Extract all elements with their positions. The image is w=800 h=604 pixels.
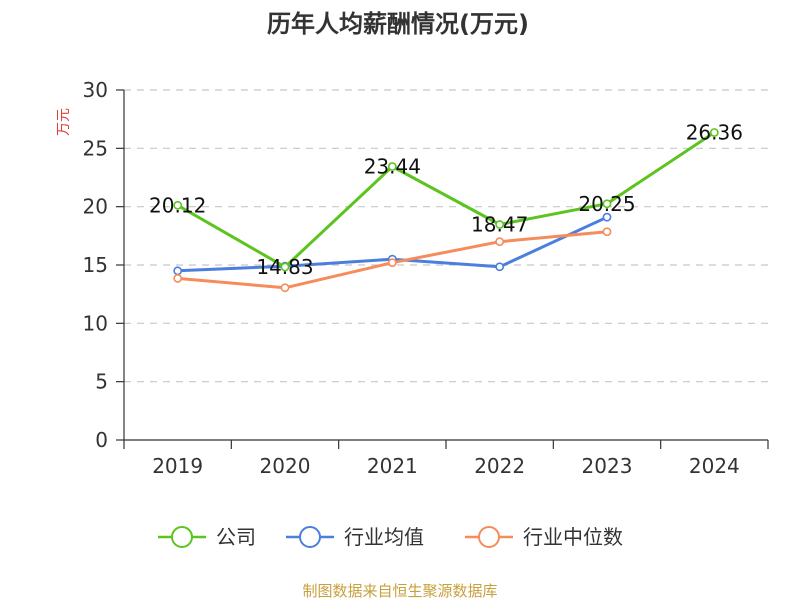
legend-label: 行业中位数 [523, 525, 623, 549]
legend-item-industry-median[interactable]: 行业中位数 [465, 525, 623, 549]
legend-marker [478, 526, 500, 548]
data-point[interactable] [495, 262, 505, 272]
x-tick-label: 2024 [689, 454, 740, 478]
data-label: 14.83 [256, 255, 313, 279]
axes: 0 5 10 15 20 25 30 2019 2020 2021 2022 2023 2024 [83, 78, 769, 478]
x-tick-label: 2022 [474, 454, 525, 478]
source-note: 制图数据来自恒生聚源数据库 [302, 582, 497, 600]
series-group [173, 128, 719, 293]
legend-label: 公司 [216, 525, 256, 549]
data-point[interactable] [173, 266, 183, 276]
x-tick-label: 2021 [367, 454, 418, 478]
y-tick-label: 0 [95, 428, 108, 452]
y-tick-label: 25 [83, 136, 108, 160]
data-point[interactable] [495, 237, 505, 247]
data-point[interactable] [602, 199, 612, 209]
data-point[interactable] [173, 200, 183, 210]
data-label: 20.25 [578, 192, 635, 216]
data-point[interactable] [173, 274, 183, 283]
data-label: 18.47 [471, 213, 528, 237]
y-tick-label: 10 [83, 311, 108, 335]
series-company [173, 128, 719, 272]
data-point[interactable] [280, 283, 290, 293]
data-point[interactable] [602, 227, 612, 237]
series-line [176, 131, 716, 269]
data-point[interactable] [387, 258, 397, 268]
grid-lines [124, 89, 768, 383]
data-point[interactable] [495, 220, 505, 229]
y-tick-label: 15 [83, 253, 108, 277]
legend-item-company[interactable]: 公司 [158, 525, 256, 549]
legend-item-industry-average[interactable]: 行业均值 [286, 525, 424, 549]
series-industry-median [173, 227, 612, 293]
data-label: 26.36 [686, 120, 743, 144]
legend-marker [171, 526, 193, 548]
data-point[interactable] [280, 262, 290, 272]
x-tick-label: 2023 [582, 454, 633, 478]
x-tick-label: 2020 [260, 454, 311, 478]
data-labels: 20.12 14.83 23.44 18.47 20.25 26.36 [149, 120, 743, 279]
chart-title: 历年人均薪酬情况(万元) [267, 10, 529, 38]
legend-marker [299, 526, 321, 548]
y-tick-label: 20 [83, 195, 108, 219]
data-point[interactable] [387, 162, 397, 171]
legend-label: 行业均值 [344, 525, 424, 549]
data-label: 23.44 [364, 155, 421, 179]
y-axis-label: 万元 [56, 108, 72, 136]
data-point[interactable] [602, 212, 612, 222]
legend[interactable]: 公司 行业均值 行业中位数 [158, 525, 623, 549]
x-tick-label: 2019 [152, 454, 203, 478]
data-label: 20.12 [149, 193, 206, 217]
data-point[interactable] [709, 128, 719, 137]
y-tick-label: 30 [83, 78, 108, 102]
y-tick-label: 5 [95, 370, 108, 394]
